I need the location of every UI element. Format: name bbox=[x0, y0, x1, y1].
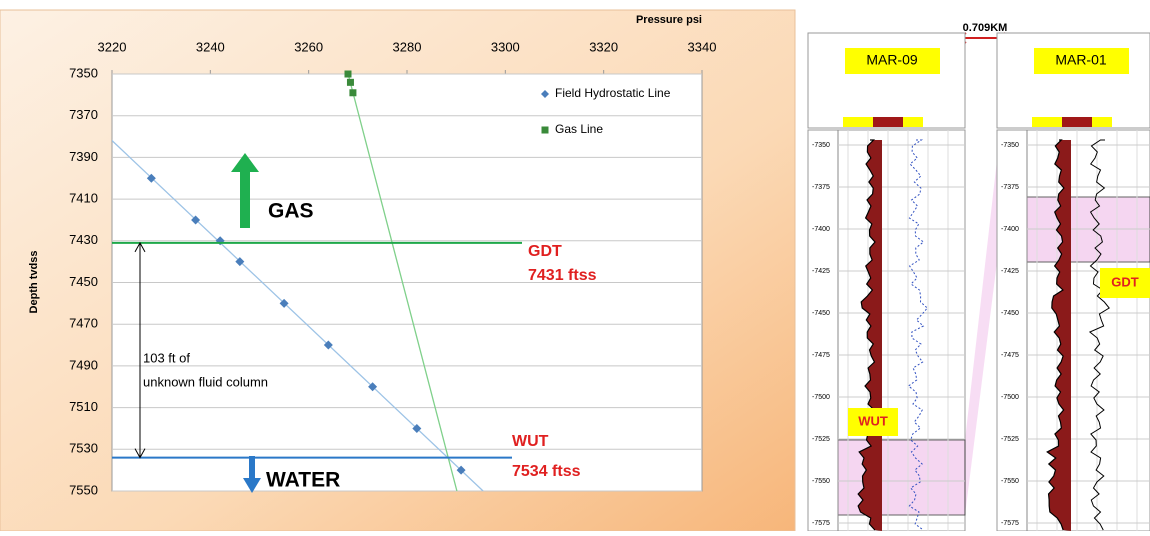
depth-label: -7475 bbox=[812, 352, 830, 359]
y-tick-label: 7370 bbox=[69, 107, 98, 122]
well-label: MAR-09 bbox=[866, 52, 918, 68]
data-point bbox=[146, 173, 156, 183]
depth-label: -7500 bbox=[1001, 394, 1019, 401]
legend-marker bbox=[541, 126, 549, 134]
trendline bbox=[347, 74, 458, 491]
depth-label: -7525 bbox=[1001, 436, 1019, 443]
reference-label: GDT bbox=[528, 243, 562, 260]
data-point bbox=[346, 78, 354, 86]
depth-label: -7550 bbox=[812, 478, 830, 485]
data-point bbox=[456, 465, 466, 475]
depth-label: -7375 bbox=[1001, 184, 1019, 191]
depth-label: -7400 bbox=[1001, 226, 1019, 233]
depth-label: -7350 bbox=[1001, 142, 1019, 149]
trendline bbox=[112, 139, 484, 491]
data-point bbox=[191, 215, 201, 225]
column-note: unknown fluid column bbox=[143, 374, 268, 389]
well-label-box bbox=[845, 48, 940, 74]
marker-label: WUT bbox=[858, 413, 888, 428]
legend-label: Gas Line bbox=[555, 122, 603, 136]
y-tick-label: 7430 bbox=[69, 232, 98, 247]
data-point bbox=[344, 70, 352, 78]
y-axis-title: Depth tvdss bbox=[28, 251, 40, 314]
x-tick-label: 3320 bbox=[589, 39, 618, 54]
depth-label: -7450 bbox=[1001, 310, 1019, 317]
span-arrow bbox=[134, 241, 146, 459]
distance-label: 0.709KM bbox=[963, 22, 1008, 34]
reference-label: WUT bbox=[512, 433, 549, 450]
reference-value: 7534 ftss bbox=[512, 463, 581, 480]
marker-label: GDT bbox=[1111, 274, 1139, 289]
y-tick-label: 7470 bbox=[69, 316, 98, 331]
y-tick-label: 7510 bbox=[69, 399, 98, 414]
log-curve bbox=[907, 139, 928, 531]
x-tick-label: 3340 bbox=[688, 39, 717, 54]
depth-label: -7350 bbox=[812, 142, 830, 149]
depth-label: -7475 bbox=[1001, 352, 1019, 359]
y-tick-label: 7410 bbox=[69, 191, 98, 206]
grid bbox=[111, 70, 703, 492]
data-point bbox=[412, 423, 422, 433]
log-curve bbox=[857, 139, 876, 531]
log-curve-fill bbox=[1047, 140, 1071, 531]
log-body bbox=[996, 129, 1150, 532]
y-tick-label: 7550 bbox=[69, 482, 98, 497]
gas-label: GAS bbox=[268, 200, 314, 223]
depth-label: -7575 bbox=[1001, 520, 1019, 527]
marker-box bbox=[848, 408, 898, 436]
depth-label: -7525 bbox=[812, 436, 830, 443]
depth-label: -7500 bbox=[812, 394, 830, 401]
zone-shade bbox=[837, 439, 966, 516]
x-tick-label: 3300 bbox=[491, 39, 520, 54]
log-header bbox=[807, 32, 966, 129]
well-label-box bbox=[1034, 48, 1129, 74]
water-arrow bbox=[243, 456, 261, 493]
y-tick-label: 7530 bbox=[69, 441, 98, 456]
x-tick-label: 3280 bbox=[393, 39, 422, 54]
well-label: MAR-01 bbox=[1055, 52, 1107, 68]
reference-value: 7431 ftss bbox=[528, 267, 597, 284]
y-tick-label: 7390 bbox=[69, 149, 98, 164]
data-point bbox=[349, 89, 357, 97]
header-strip bbox=[1062, 117, 1092, 127]
y-tick-label: 7450 bbox=[69, 274, 98, 289]
log-curve bbox=[1046, 139, 1065, 531]
data-point bbox=[368, 382, 378, 392]
x-tick-label: 3260 bbox=[294, 39, 323, 54]
log-curve bbox=[1088, 139, 1110, 531]
data-point bbox=[279, 298, 289, 308]
depth-label: -7550 bbox=[1001, 478, 1019, 485]
depth-label: -7375 bbox=[812, 184, 830, 191]
depth-label: -7575 bbox=[812, 520, 830, 527]
y-tick-label: 7490 bbox=[69, 357, 98, 372]
header-strip bbox=[873, 117, 903, 127]
overlay: Field Hydrostatic Line Gas Line GDT 7431 ft… bbox=[112, 70, 671, 480]
marker-box bbox=[1100, 268, 1150, 298]
correlation-band bbox=[965, 160, 997, 515]
depth-label: -7400 bbox=[812, 226, 830, 233]
gas-arrow bbox=[231, 153, 259, 228]
log-header bbox=[996, 32, 1150, 129]
depth-label: -7425 bbox=[812, 268, 830, 275]
legend-label: Field Hydrostatic Line bbox=[555, 86, 671, 100]
water-label: WATER bbox=[266, 469, 340, 492]
y-tick-label: 7350 bbox=[69, 65, 98, 80]
depth-label: -7450 bbox=[812, 310, 830, 317]
x-axis-title: Pressure psi bbox=[636, 14, 702, 26]
data-point bbox=[235, 257, 245, 267]
data-point bbox=[323, 340, 333, 350]
plot bbox=[112, 74, 484, 491]
x-tick-label: 3220 bbox=[98, 39, 127, 54]
x-tick-label: 3240 bbox=[196, 39, 225, 54]
legend-marker bbox=[541, 90, 549, 98]
well-logs: 0.709KM MAR-09 -7350 -7375 -7400 -7425 -7450 -… bbox=[807, 22, 1150, 532]
depth-label: -7425 bbox=[1001, 268, 1019, 275]
column-note: 103 ft of bbox=[143, 350, 190, 365]
